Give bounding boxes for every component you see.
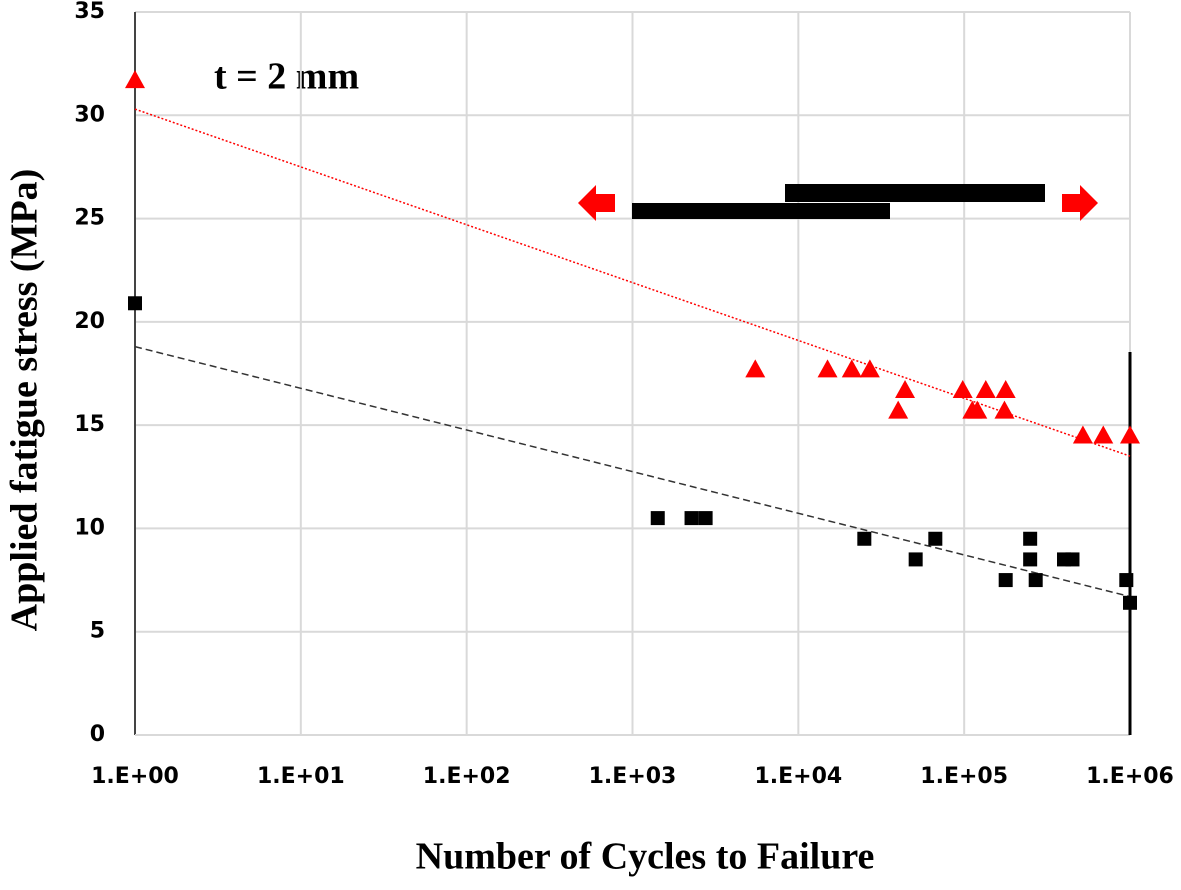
- y-tick-label: 30: [74, 102, 105, 127]
- square-marker: [928, 531, 943, 546]
- square-marker: [1065, 552, 1080, 567]
- square-marker: [1123, 595, 1137, 610]
- y-tick-label: 10: [74, 515, 105, 540]
- range-annotation: [578, 184, 1098, 221]
- y-tick-label: 0: [90, 722, 105, 747]
- x-tick-label: 1.E+02: [423, 764, 511, 789]
- square-marker: [684, 511, 699, 526]
- triangle-marker: [895, 380, 916, 399]
- trendline: [134, 345, 1131, 598]
- triangle-marker: [817, 359, 838, 378]
- triangle-marker: [859, 359, 880, 378]
- square-marker: [650, 511, 665, 526]
- y-axis-label: Applied fatigue stress (MPa): [4, 169, 46, 632]
- triangle-marker: [1120, 425, 1140, 444]
- x-tick-label: 1.E+05: [920, 764, 1008, 789]
- range-bar: [632, 203, 890, 219]
- triangle-marker: [841, 359, 862, 378]
- triangle-marker: [888, 400, 909, 419]
- x-tick-label: 1.E+04: [754, 764, 842, 789]
- triangle-marker: [994, 400, 1015, 419]
- triangle-marker: [125, 70, 145, 89]
- triangle-marker: [975, 380, 996, 399]
- triangle-marker: [1093, 425, 1114, 444]
- square-marker: [1028, 573, 1043, 588]
- triangle-marker: [967, 400, 988, 419]
- y-tick-label: 35: [74, 0, 105, 24]
- square-marker: [1119, 573, 1134, 588]
- x-tick-label: 1.E+03: [589, 764, 677, 789]
- square-marker: [128, 296, 142, 311]
- x-tick-label: 1.E+01: [257, 764, 345, 789]
- y-tick-label: 25: [74, 206, 105, 231]
- y-tick-label: 15: [74, 412, 105, 437]
- right-arrow: [1062, 185, 1098, 221]
- plot-area: 0 5 10 15 20 25 30 35 1.E+00 1.E+01 1.E+02 1.E+03 1.…: [74, 0, 1174, 789]
- triangle-marker: [1072, 425, 1093, 444]
- square-marker: [698, 511, 713, 526]
- square-marker: [998, 573, 1013, 588]
- x-tick-label: 1.E+00: [91, 764, 179, 789]
- x-tick-label: 1.E+06: [1086, 764, 1174, 789]
- triangle-marker: [745, 359, 766, 378]
- x-axis-label: Number of Cycles to Failure: [416, 836, 875, 878]
- square-marker: [1023, 552, 1038, 567]
- y-tick-label: 20: [74, 309, 105, 334]
- y-tick-label: 5: [90, 619, 105, 644]
- square-marker: [908, 552, 923, 567]
- annotation: t = 2 mm: [214, 56, 359, 98]
- left-arrow: [578, 185, 615, 221]
- range-bar: [785, 184, 1045, 202]
- triangle-marker: [952, 380, 973, 399]
- square-marker: [1023, 531, 1038, 546]
- square-marker: [857, 531, 872, 546]
- triangle-marker: [995, 380, 1016, 399]
